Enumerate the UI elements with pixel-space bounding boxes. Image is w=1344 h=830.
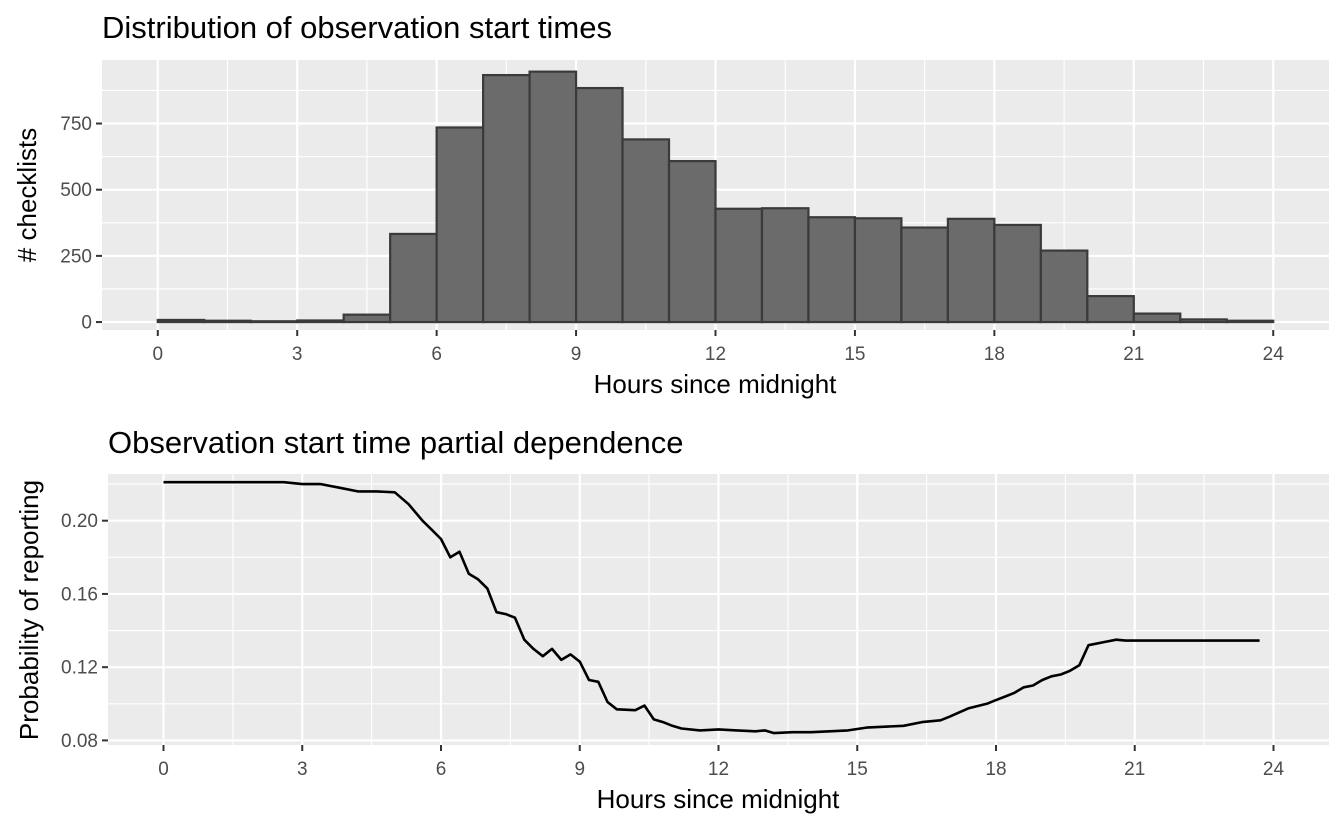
y-tick-label: 0.12 [61,658,98,679]
histogram-bar [389,232,438,324]
histogram-bar [249,320,299,324]
histogram-bar [1086,295,1135,324]
histogram-bar [621,138,671,324]
x-tick-label: 9 [574,759,585,780]
histogram-x-axis-title: Hours since midnight [594,369,838,399]
x-tick-label: 24 [1263,759,1285,780]
y-tick-label: 0 [81,313,92,334]
x-tick-label: 3 [297,759,308,780]
partial-dependence-y-axis: 0.08 0.12 0.16 0.20 [61,511,108,752]
histogram-bar [435,126,485,324]
histogram-bar [156,318,206,324]
x-tick-label: 3 [292,344,303,365]
histogram-bar [1132,312,1182,324]
histogram-bar [993,223,1042,324]
histogram-bar [296,319,345,324]
partial-dependence-x-axis-title: Hours since midnight [597,784,841,814]
x-tick-label: 24 [1263,344,1285,365]
x-tick-label: 0 [158,759,169,780]
y-tick-label: 250 [60,246,92,267]
y-tick-label: 0.16 [61,584,98,605]
partial-dependence-title: Observation start time partial dependenc… [108,425,684,460]
x-tick-label: 6 [436,759,447,780]
histogram-chart: Distribution of observation start times … [12,10,1329,399]
x-tick-label: 18 [985,759,1006,780]
y-tick-label: 0.20 [61,511,98,532]
x-tick-label: 15 [844,344,865,365]
histogram-bar [1225,319,1275,324]
histogram-bar [853,217,903,324]
histogram-bar [574,86,624,324]
x-tick-label: 0 [152,344,163,365]
histogram-bars [156,70,1275,324]
histogram-bar [342,313,392,324]
histogram-bar [760,207,810,324]
histogram-bar [946,217,996,324]
x-tick-label: 21 [1123,344,1144,365]
x-tick-label: 12 [705,344,726,365]
partial-dependence-y-axis-title: Probability of reporting [14,480,44,740]
y-tick-label: 750 [60,114,92,135]
histogram-bar [667,160,717,324]
histogram-bar [203,319,252,324]
x-tick-label: 15 [847,759,868,780]
histogram-title: Distribution of observation start times [102,10,612,45]
histogram-y-axis-title: # checklists [12,128,42,262]
histogram-bar [528,70,578,324]
histogram-bar [1179,318,1228,324]
y-tick-label: 0.08 [61,731,98,752]
partial-dependence-series [163,480,1260,735]
histogram-y-axis: 0 250 500 750 [60,114,102,334]
x-tick-label: 21 [1124,759,1145,780]
partial-dependence-line [163,480,1260,735]
histogram-x-axis: 0 3 6 9 12 15 18 21 24 [152,330,1284,365]
partial-dependence-x-axis: 0 3 6 9 12 15 18 21 24 [158,745,1284,780]
x-tick-label: 6 [431,344,442,365]
histogram-bar [900,226,949,324]
x-tick-label: 9 [571,344,582,365]
histogram-bar [482,73,531,324]
histogram-bar [1039,249,1089,324]
partial-dependence-chart: Observation start time partial dependenc… [14,425,1329,814]
x-tick-label: 18 [984,344,1005,365]
x-tick-label: 12 [708,759,729,780]
y-tick-label: 500 [60,180,92,201]
histogram-bar [807,216,857,324]
histogram-bar [714,207,764,324]
